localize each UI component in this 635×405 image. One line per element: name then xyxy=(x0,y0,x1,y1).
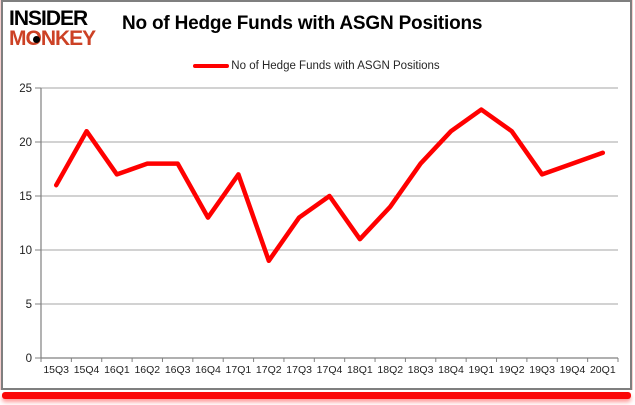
y-tick-label: 0 xyxy=(26,353,32,365)
bottom-red-bar xyxy=(2,392,631,399)
x-tick-label: 16Q1 xyxy=(104,364,130,376)
monkey-face-icon xyxy=(33,35,40,43)
y-tick-label: 15 xyxy=(19,191,32,203)
x-tick-label: 19Q4 xyxy=(560,364,586,376)
x-tick-label: 17Q2 xyxy=(256,364,282,376)
y-tick-label: 10 xyxy=(19,245,32,257)
x-tick-label: 16Q3 xyxy=(165,364,191,376)
x-tick-label: 15Q4 xyxy=(74,364,100,376)
x-tick-label: 19Q2 xyxy=(499,364,525,376)
y-tick-label: 20 xyxy=(19,137,32,149)
insider-monkey-logo: INSIDER MONKEY xyxy=(9,7,96,50)
x-tick-label: 18Q3 xyxy=(408,364,434,376)
logo-monkey-word: MONKEY xyxy=(9,26,96,50)
chart-frame: INSIDER MONKEY No of Hedge Funds with AS… xyxy=(1,0,632,390)
x-tick-label: 16Q4 xyxy=(195,364,221,376)
y-tick-label: 5 xyxy=(26,299,32,311)
x-tick-label: 20Q1 xyxy=(590,364,616,376)
x-tick-label: 19Q3 xyxy=(529,364,555,376)
x-tick-label: 15Q3 xyxy=(43,364,69,376)
x-tick-label: 17Q3 xyxy=(286,364,312,376)
series-line xyxy=(53,107,606,264)
legend-label: No of Hedge Funds with ASGN Positions xyxy=(231,60,440,72)
logo-text-monkey: MONKEY xyxy=(9,26,96,50)
x-tick-label: 16Q2 xyxy=(134,364,160,376)
x-tick-label: 17Q4 xyxy=(317,364,343,376)
x-tick-label: 18Q1 xyxy=(347,364,373,376)
line-chart-canvas: 0 5 10 15 20 25 15Q3 15Q4 16Q1 16Q2 16Q3 16Q4 17Q1 17… xyxy=(19,83,619,376)
x-tick-label: 17Q1 xyxy=(226,364,252,376)
x-tick-label: 19Q1 xyxy=(468,364,494,376)
y-tick-label: 25 xyxy=(19,83,32,95)
x-tick-label: 18Q2 xyxy=(377,364,403,376)
logo-text-insider: INSIDER xyxy=(9,7,88,30)
legend: No of Hedge Funds with ASGN Positions xyxy=(3,60,630,72)
legend-line-swatch xyxy=(193,64,230,68)
chart-title: No of Hedge Funds with ASGN Positions xyxy=(122,13,483,34)
x-tick-label: 18Q4 xyxy=(438,364,464,376)
